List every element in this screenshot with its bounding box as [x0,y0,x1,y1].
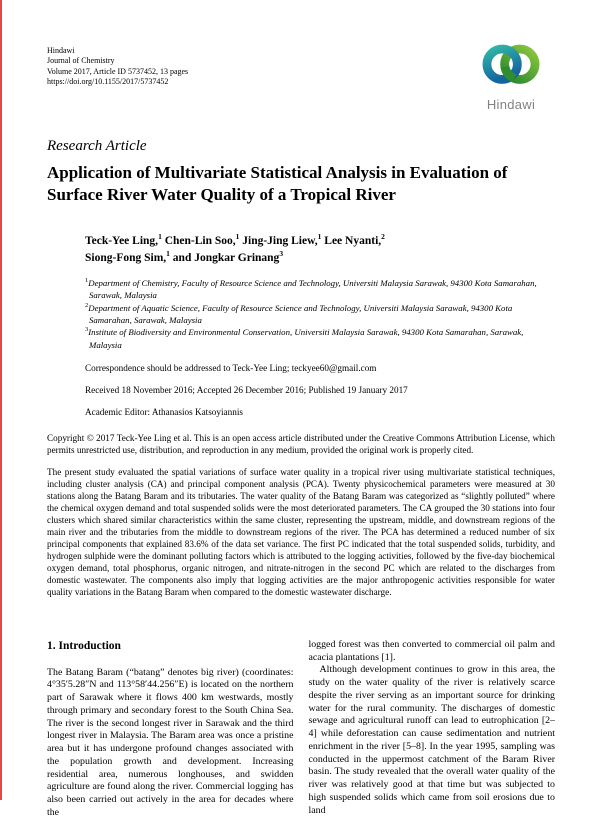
hindawi-rings-icon [482,44,540,84]
correspondence-line: Correspondence should be addressed to Te… [85,363,377,373]
abstract-text: The present study evaluated the spatial … [47,467,555,597]
author: Jing-Jing Liew,1 [242,231,322,247]
page-header: Hindawi Journal of Chemistry Volume 2017… [47,44,555,112]
author: Chen-Lin Soo,1 [164,231,240,247]
article-type-label: Research Article [47,138,147,154]
academic-editor-line: Academic Editor: Athanasios Katsoyiannis [85,407,243,417]
author: Lee Nyanti,2 [324,231,385,247]
section-heading-introduction: 1. Introduction [47,639,121,652]
body-column-left: 1. Introduction The Batang Baram (“batan… [47,639,294,820]
affiliation: 2Department of Aquatic Science, Faculty … [85,301,513,326]
hindawi-logo: Hindawi [467,40,555,112]
article-title: Application of Multivariate Statistical … [47,162,555,206]
affiliation: 1Department of Chemistry, Faculty of Res… [85,277,537,301]
author: Siong-Fong Sim,1 [85,249,170,265]
article-history-line: Received 18 November 2016; Accepted 26 D… [85,385,408,395]
copyright-notice: Copyright © 2017 Teck-Yee Ling et al. Th… [47,433,555,456]
publisher-name: Hindawi [47,46,75,55]
journal-name: Journal of Chemistry [47,56,115,66]
body-column-right: logged forest was then converted to comm… [309,639,556,820]
hindawi-wordmark: Hindawi [486,97,536,112]
author: and Jongkar Grinang3 [172,249,284,265]
article-body: 1. Introduction The Batang Baram (“batan… [47,639,555,820]
intro-paragraph-left: The Batang Baram (“batang” denotes big r… [47,666,294,819]
affiliation-list: 1Department of Chemistry, Faculty of Res… [85,277,555,351]
publication-info: Hindawi Journal of Chemistry Volume 2017… [47,44,188,88]
left-edge-accent-bar [0,0,2,800]
volume-article-id: Volume 2017, Article ID 5737452, 13 page… [47,66,189,76]
intro-paragraph-right-2: Although development continues to grow i… [308,664,556,816]
author: Teck-Yee Ling,1 [85,231,162,247]
intro-paragraph-right-1: logged forest was then converted to comm… [308,638,556,663]
article-title-line2: Surface River Water Quality of a Tropica… [47,184,396,204]
article-title-line1: Application of Multivariate Statistical … [47,163,508,182]
doi-link[interactable]: https://doi.org/10.1155/2017/5737452 [47,77,169,87]
affiliation: 3Institute of Biodiversity and Environme… [85,326,524,350]
author-list: Teck-Yee Ling,1 Chen-Lin Soo,1 Jing-Jing… [85,231,555,269]
